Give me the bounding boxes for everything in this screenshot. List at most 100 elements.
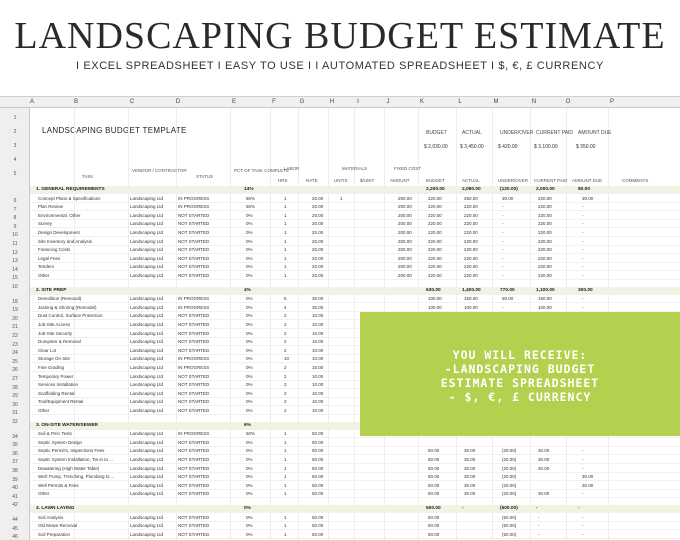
row-number[interactable]: 21 xyxy=(12,324,18,331)
cell-vendor[interactable]: Landscaping Ltd xyxy=(130,356,164,362)
column-letter-a[interactable]: A xyxy=(29,99,34,105)
cell-status[interactable]: NOT STARTED xyxy=(178,373,210,379)
cell-amount-due[interactable]: - xyxy=(582,273,584,278)
cell-hrs[interactable]: 1 xyxy=(284,431,287,437)
cell-status[interactable]: IN PROGRESS xyxy=(178,296,210,302)
cell-budget[interactable]: 220.00 xyxy=(428,264,442,270)
cell-vendor[interactable]: Landscaping Ltd xyxy=(130,339,164,345)
table-row[interactable]: Septic System Installation, Tie-in to ..… xyxy=(30,456,680,464)
cell-under-over[interactable]: - xyxy=(502,273,504,278)
cell-amount-due[interactable]: - xyxy=(582,457,584,462)
cell-amount-due[interactable]: - xyxy=(582,238,584,244)
cell-vendor[interactable]: Landscaping Ltd xyxy=(130,247,164,253)
table-row[interactable]: Temporary Power Landscaping Ltd NOT STARTE… xyxy=(30,373,680,381)
row-number[interactable]: 39 xyxy=(12,476,18,483)
row-number[interactable]: 42 xyxy=(12,502,18,509)
cell-task[interactable]: Well Permits & Fees xyxy=(38,482,79,488)
cell-current-paid[interactable]: 220.00 xyxy=(538,230,552,235)
table-row[interactable]: Concept Plans & Specifications Landscapin… xyxy=(30,195,680,203)
row-number[interactable]: 27 xyxy=(12,376,18,382)
cell-hrs[interactable]: 1 xyxy=(284,465,287,471)
row-number[interactable]: 16 xyxy=(12,284,18,290)
cell-under-over[interactable]: (20.00) xyxy=(502,457,517,462)
cell-rate[interactable]: 50.00 xyxy=(312,457,324,462)
cell-pct[interactable]: 0% xyxy=(246,457,253,462)
cell-vendor[interactable]: Landscaping Ltd xyxy=(130,491,164,497)
cell-pct[interactable]: 0% xyxy=(246,304,253,310)
cell-pct[interactable]: 0% xyxy=(246,356,253,362)
cell-status[interactable]: NOT STARTED xyxy=(178,491,210,497)
cell-hrs[interactable]: 1 xyxy=(284,238,287,244)
cell-under-over[interactable]: - xyxy=(502,221,504,227)
row-number[interactable]: 1 xyxy=(13,115,17,121)
cell-status[interactable]: IN PROGRESS xyxy=(178,204,210,210)
cell-amount[interactable]: 200.00 xyxy=(398,273,412,278)
cell-task[interactable]: Site Inventory and Analysis xyxy=(38,238,93,244)
row-number[interactable]: 12 xyxy=(12,249,18,256)
table-row[interactable]: Legal Fees Landscaping Ltd NOT STARTED 0% 1 2… xyxy=(30,255,680,263)
cell-pct[interactable]: 0% xyxy=(246,465,253,471)
cell-under-over[interactable]: (50.00) xyxy=(502,514,517,520)
cell-actual[interactable]: 220.00 xyxy=(464,212,478,218)
cell-status[interactable]: NOT STARTED xyxy=(178,330,210,336)
cell-status[interactable]: NOT STARTED xyxy=(178,212,210,218)
cell-current-paid[interactable]: 220.00 xyxy=(538,255,552,261)
cell-vendor[interactable]: Landscaping Ltd xyxy=(130,322,164,327)
cell-pct[interactable]: 0% xyxy=(246,365,253,370)
cell-budget[interactable]: 50.00 xyxy=(428,457,440,462)
cell-pct[interactable]: 0% xyxy=(246,230,253,235)
row-number[interactable]: 11 xyxy=(12,241,18,247)
cell-status[interactable]: NOT STARTED xyxy=(178,238,210,244)
cell-task[interactable]: Legal Fees xyxy=(38,255,61,261)
cell-hrs[interactable]: 1 xyxy=(284,514,287,520)
cell-pct[interactable]: 60% xyxy=(246,195,256,201)
table-row[interactable]: Other Landscaping Ltd NOT STARTED 0% 1 50.00 5… xyxy=(30,490,680,499)
table-row[interactable]: Septic System Design Landscaping Ltd NOT S… xyxy=(30,439,680,447)
cell-status[interactable]: NOT STARTED xyxy=(178,399,210,405)
row-number[interactable]: 40 xyxy=(12,485,18,492)
cell-amount[interactable]: 200.00 xyxy=(398,212,412,218)
cell-amount-due[interactable]: - xyxy=(582,255,584,261)
column-letter-o[interactable]: O xyxy=(565,99,571,105)
section-row[interactable]: 1. GENERAL REQUIREMENTS 14% 2,200.00 2,080.… xyxy=(30,186,680,194)
cell-rate[interactable]: 20.00 xyxy=(312,247,324,253)
cell-budget[interactable]: 220.00 xyxy=(428,273,442,278)
table-row[interactable]: Plan Review Landscaping Ltd IN PROGRESS 50%… xyxy=(30,203,680,212)
cell-amount[interactable]: 200.00 xyxy=(398,264,412,270)
row-number[interactable]: 8 xyxy=(13,215,17,222)
cell-vendor[interactable]: Landscaping Ltd xyxy=(130,399,164,405)
cell-budget[interactable]: 220.00 xyxy=(428,204,442,210)
cell-pct[interactable]: 0% xyxy=(246,296,253,302)
cell-hrs[interactable]: 1 xyxy=(284,212,287,218)
column-letter-k[interactable]: K xyxy=(419,99,424,105)
table-row[interactable]: Dewatering (High Water Table) Landscaping… xyxy=(30,465,680,473)
cell-hrs[interactable]: 1 xyxy=(284,448,287,454)
cell-amount-due[interactable]: - xyxy=(582,230,584,235)
cell-rate[interactable]: 50.00 xyxy=(312,491,324,497)
cell-vendor[interactable]: Landscaping Ltd xyxy=(130,313,164,319)
cell-pct[interactable]: 50% xyxy=(246,431,256,437)
cell-amount[interactable]: 200.00 xyxy=(398,230,412,235)
cell-task[interactable]: Tool/Equipment Rental xyxy=(38,399,84,405)
cell-pct[interactable]: 0% xyxy=(246,255,253,261)
cell-actual[interactable]: 30.00 xyxy=(464,474,476,480)
cell-amount-due[interactable]: - xyxy=(582,247,584,253)
table-row[interactable]: Other Landscaping Ltd NOT STARTED 0% 1 20.00 2… xyxy=(30,272,680,280)
cell-amount-due[interactable]: 30.00 xyxy=(582,195,594,201)
cell-vendor[interactable]: Landscaping Ltd xyxy=(130,390,164,396)
cell-current-paid[interactable]: 220.00 xyxy=(538,212,552,218)
cell-amount-due[interactable]: - xyxy=(582,448,584,454)
cell-actual[interactable]: 220.00 xyxy=(464,221,478,227)
cell-status[interactable]: NOT STARTED xyxy=(178,448,210,454)
section-row[interactable]: 4. LAWN LAYING 0% 500.00 - (500.00) - - xyxy=(30,505,680,513)
cell-status[interactable]: NOT STARTED xyxy=(178,322,210,327)
cell-pct[interactable]: 0% xyxy=(246,313,253,319)
cell-status[interactable]: NOT STARTED xyxy=(178,514,210,520)
cell-budget[interactable]: 50.00 xyxy=(428,465,440,471)
cell-under-over[interactable]: - xyxy=(502,204,504,210)
cell-amount[interactable]: 200.00 xyxy=(398,247,412,253)
cell-task[interactable]: Other xyxy=(38,491,50,497)
cell-budget[interactable]: 100.00 xyxy=(428,304,442,310)
cell-current-paid[interactable]: 220.00 xyxy=(538,221,552,227)
cell-status[interactable]: NOT STARTED xyxy=(178,531,210,537)
